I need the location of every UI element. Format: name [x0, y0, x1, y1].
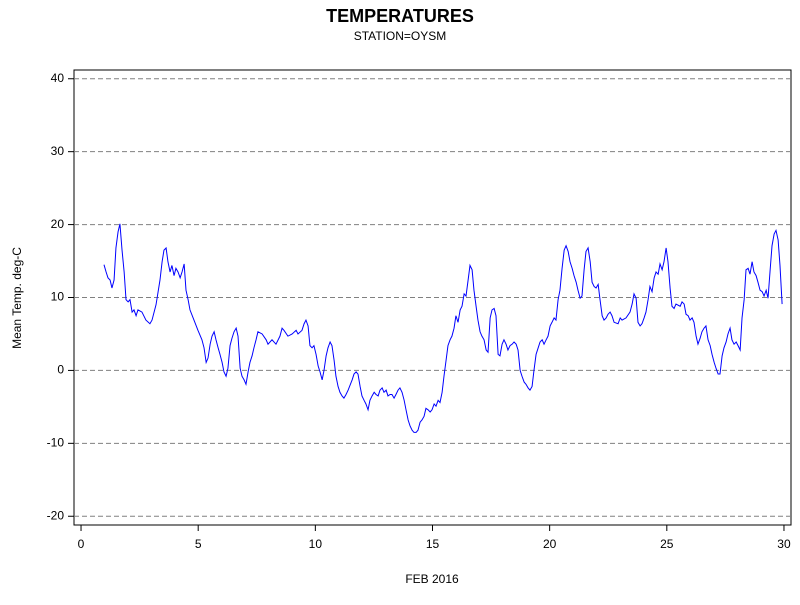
x-tick-label: 0	[78, 537, 85, 551]
x-tick-label: 25	[660, 537, 674, 551]
x-tick-label: 15	[426, 537, 440, 551]
y-tick-label: 30	[51, 144, 65, 158]
x-tick-label: 10	[309, 537, 323, 551]
x-tick-label: 30	[777, 537, 791, 551]
chart-title: TEMPERATURES	[326, 6, 474, 26]
y-tick-label: 20	[51, 217, 65, 231]
y-tick-label: 10	[51, 290, 65, 304]
data-line	[103, 223, 783, 433]
y-tick-label: -20	[47, 508, 65, 522]
x-tick-label: 5	[195, 537, 202, 551]
x-axis-label: FEB 2016	[405, 572, 459, 586]
x-tick-label: 20	[543, 537, 557, 551]
y-tick-label: -10	[47, 436, 65, 450]
y-axis-label: Mean Temp. deg-C	[10, 247, 24, 349]
y-tick-label: 40	[51, 71, 65, 85]
y-tick-label: 0	[57, 363, 64, 377]
chart-subtitle: STATION=OYSM	[354, 29, 447, 43]
